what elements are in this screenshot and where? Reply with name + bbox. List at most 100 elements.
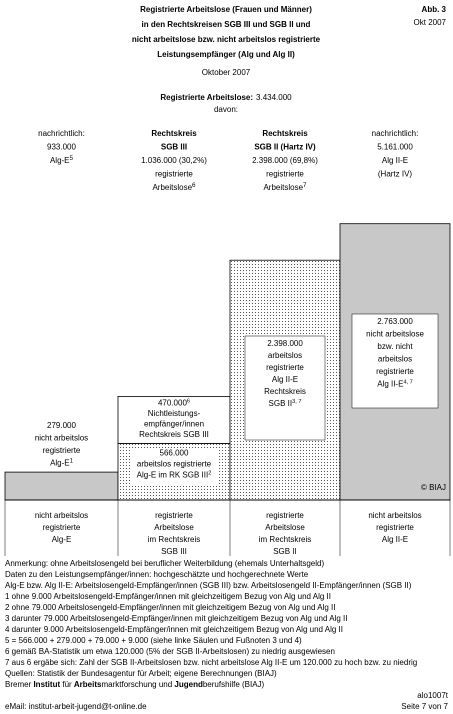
note: 2 ohne 79.000 Arbeitslosengeld-Empfänger… bbox=[5, 603, 335, 612]
institute-part: Jugend bbox=[174, 680, 203, 689]
column-header: 5.161.000 bbox=[377, 143, 413, 152]
bottom-label: registrierte bbox=[155, 511, 193, 520]
superscript: 3, 7 bbox=[292, 399, 301, 405]
institute-part: für bbox=[60, 680, 74, 689]
column-header: registrierte bbox=[155, 170, 193, 179]
note: 5 = 566.000 + 279.000 + 79.000 + 9.000 (… bbox=[5, 636, 302, 645]
column-header: Rechtskreis bbox=[262, 129, 308, 138]
column-header: SGB II (Hartz IV) bbox=[254, 143, 316, 152]
bottom-label: registrierte bbox=[376, 523, 414, 532]
text-part: Arbeitslose bbox=[152, 183, 192, 192]
column-header: Alg-E5 bbox=[50, 155, 74, 165]
superscript: 1 bbox=[70, 459, 74, 465]
superscript: 6 bbox=[192, 182, 196, 189]
note: Quellen: Statistik der Bundesagentur für… bbox=[5, 669, 277, 678]
bottom-label: im Rechtskreis bbox=[148, 535, 200, 544]
superscript: 5 bbox=[70, 155, 74, 162]
column-header: Arbeitslose7 bbox=[263, 182, 307, 192]
bar-label: registrierte bbox=[43, 446, 81, 455]
bar bbox=[4, 471, 119, 501]
column-header: 2.398.000 (69,8%) bbox=[252, 156, 318, 165]
column-header: SGB III bbox=[161, 143, 187, 152]
bottom-label: registrierte bbox=[43, 523, 81, 532]
institute-part: Arbeits bbox=[74, 680, 102, 689]
email: eMail: institut-arbeit-jugend@t-online.d… bbox=[5, 702, 147, 711]
date: Okt 2007 bbox=[414, 18, 447, 27]
bottom-label: Arbeitslose bbox=[265, 523, 305, 532]
text-part: SGB II bbox=[269, 399, 293, 408]
footer: Seite 7 von 7 bbox=[401, 702, 448, 711]
institute-part: Bremer bbox=[5, 680, 33, 689]
bottom-label: SGB II bbox=[273, 547, 297, 556]
bar-label: 566.000 bbox=[160, 448, 189, 457]
bar-label: empfänger/innen bbox=[144, 419, 204, 428]
label-box bbox=[244, 335, 326, 441]
bar-label: Alg II-E bbox=[272, 375, 298, 384]
bar-label: Nichtleistungs- bbox=[148, 409, 201, 418]
bar-label: arbeitslos bbox=[378, 355, 412, 364]
bar-label: nicht arbeitslos bbox=[35, 434, 88, 443]
text-part: Alg II-E bbox=[377, 380, 403, 389]
label-box bbox=[130, 448, 218, 485]
bottom-label: SGB III bbox=[161, 547, 187, 556]
column-header: nachrichtlich: bbox=[372, 129, 419, 138]
column-header: Arbeitslose6 bbox=[152, 182, 196, 192]
note: 6 gemäß BA-Statistik um etwa 120.000 (5%… bbox=[5, 647, 335, 656]
bottom-label: Arbeitslose bbox=[154, 523, 194, 532]
bar-label: nicht arbeitslose bbox=[366, 330, 424, 339]
total-label: Registrierte Arbeitslose: bbox=[160, 93, 253, 102]
bar-label: Rechtskreis SGB III bbox=[139, 430, 209, 439]
title-line: nicht arbeitslose bzw. nicht arbeitslos … bbox=[132, 35, 321, 44]
text-part: Arbeitslose bbox=[263, 183, 303, 192]
text-part: Alg-E bbox=[50, 459, 70, 468]
bottom-label: Alg II-E bbox=[382, 535, 408, 544]
institute: Bremer Institut für Arbeitsmarktforschun… bbox=[5, 680, 265, 689]
title-line: Leistungsempfänger (Alg und Alg II) bbox=[157, 50, 295, 59]
bottom-label: nicht arbeitslos bbox=[35, 511, 88, 520]
bar-label: arbeitslos registrierte bbox=[137, 459, 212, 468]
bar bbox=[117, 395, 231, 444]
column-header: registrierte bbox=[266, 170, 304, 179]
total-value: 3.434.000 bbox=[256, 93, 292, 102]
title-line: Registrierte Arbeitslose (Frauen und Män… bbox=[140, 5, 312, 14]
superscript: 4, 7 bbox=[403, 380, 412, 386]
column-header: 1.036.000 (30,2%) bbox=[141, 156, 207, 165]
bar-label: bzw. nicht bbox=[377, 342, 413, 351]
column-header: 933.000 bbox=[47, 143, 76, 152]
note: Alg-E bzw. Alg II-E: Arbeitslosengeld-Em… bbox=[5, 581, 412, 590]
superscript: 2 bbox=[208, 470, 211, 476]
label-box bbox=[351, 313, 439, 409]
column-header: Rechtskreis bbox=[151, 129, 197, 138]
text-part: Alg-E im RK SGB III bbox=[137, 470, 209, 479]
subtitle: Oktober 2007 bbox=[202, 68, 251, 77]
bar-label: Alg II-E4, 7 bbox=[377, 380, 413, 389]
split-label: davon: bbox=[214, 105, 238, 114]
text-part: 470.000 bbox=[158, 398, 187, 407]
bottom-label: nicht arbeitslos bbox=[368, 511, 421, 520]
title-line: in den Rechtskreisen SGB III und SGB II … bbox=[142, 20, 311, 29]
note: 4 darunter 9.000 Arbeitslosengeld-Empfän… bbox=[5, 625, 343, 634]
column-header: (Hartz IV) bbox=[378, 170, 413, 179]
bar-label: arbeitslos bbox=[268, 351, 302, 360]
text-part: Alg-E bbox=[50, 156, 70, 165]
bar-label: Alg-E im RK SGB III2 bbox=[137, 470, 212, 479]
superscript: 6 bbox=[187, 398, 190, 404]
note: 7 aus 6 ergäbe sich: Zahl der SGB II-Arb… bbox=[5, 658, 417, 667]
bar-label: registrierte bbox=[376, 367, 414, 376]
institute-part: Institut bbox=[33, 680, 60, 689]
note: Daten zu den Leistungsempfänger/innen: h… bbox=[5, 570, 309, 579]
bar-label: Rechtskreis bbox=[264, 387, 306, 396]
footer: alo1007t bbox=[417, 691, 448, 700]
bottom-label: Alg-E bbox=[52, 535, 72, 544]
institute-part: marktforschung und bbox=[101, 680, 174, 689]
bar-label: 279.000 bbox=[47, 421, 76, 430]
bar-label: 2.763.000 bbox=[377, 317, 413, 326]
note: Anmerkung: ohne Arbeitslosengeld bei ber… bbox=[5, 559, 324, 568]
note: 1 ohne 9.000 Arbeitslosengeld-Empfänger/… bbox=[5, 592, 331, 601]
figure-label: Abb. 3 bbox=[422, 5, 447, 14]
institute-part: berufshilfe (BIAJ) bbox=[203, 680, 265, 689]
column-header: Alg II-E bbox=[382, 156, 408, 165]
bar-label: 2.398.000 bbox=[267, 339, 303, 348]
column-header: nachrichtlich: bbox=[38, 129, 85, 138]
